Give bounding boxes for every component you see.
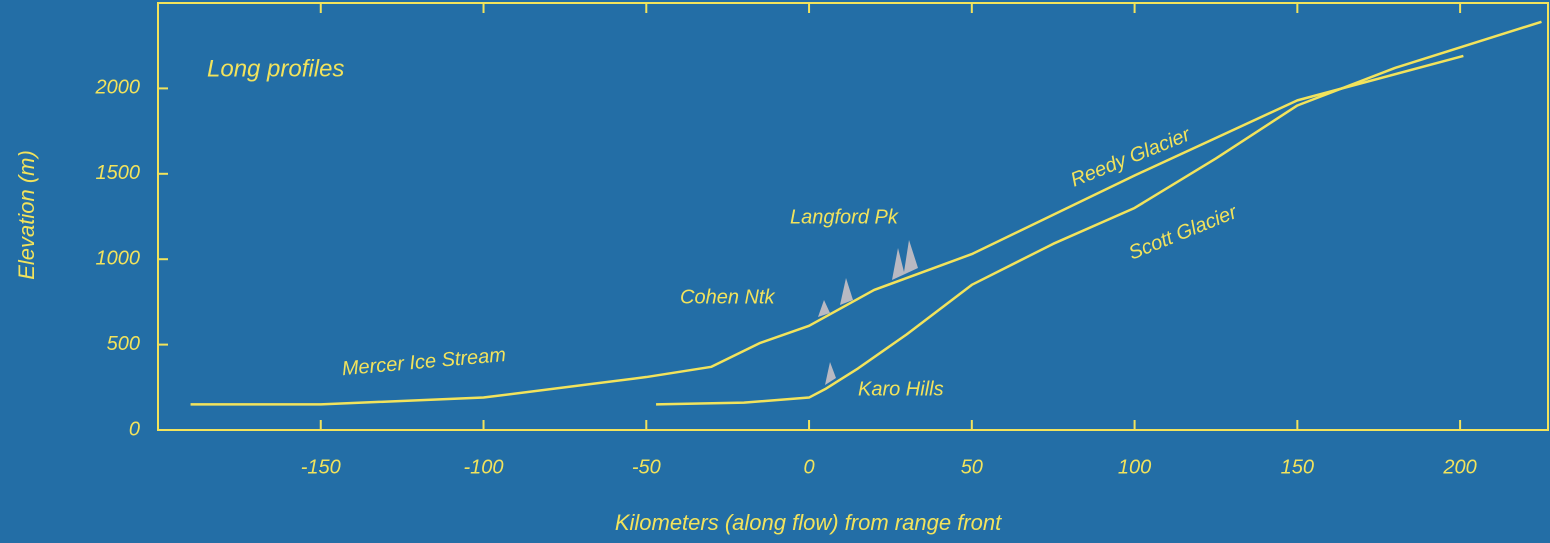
y-tick-label: 2000: [95, 77, 141, 99]
annotation: Cohen Ntk: [680, 286, 775, 308]
x-tick-label: 100: [1118, 456, 1151, 478]
x-tick-label: -100: [464, 456, 504, 478]
annotation: Karo Hills: [858, 378, 944, 400]
x-tick-label: 150: [1281, 456, 1314, 478]
chart: Long profiles Kilometers (along flow) fr…: [0, 0, 1550, 543]
chart-title: Long profiles: [207, 55, 344, 82]
x-tick-label: -150: [301, 456, 341, 478]
y-tick-label: 0: [129, 418, 140, 440]
x-tick-label: 200: [1442, 456, 1476, 478]
y-axis-label: Elevation (m): [14, 150, 39, 280]
x-tick-label: 50: [961, 456, 983, 478]
y-tick-label: 500: [107, 333, 140, 355]
y-tick-label: 1000: [96, 247, 141, 269]
x-axis-label: Kilometers (along flow) from range front: [615, 510, 1002, 535]
annotation: Langford Pk: [790, 206, 899, 228]
x-tick-label: -50: [632, 456, 661, 478]
y-tick-label: 1500: [96, 162, 141, 184]
x-tick-label: 0: [803, 456, 814, 478]
